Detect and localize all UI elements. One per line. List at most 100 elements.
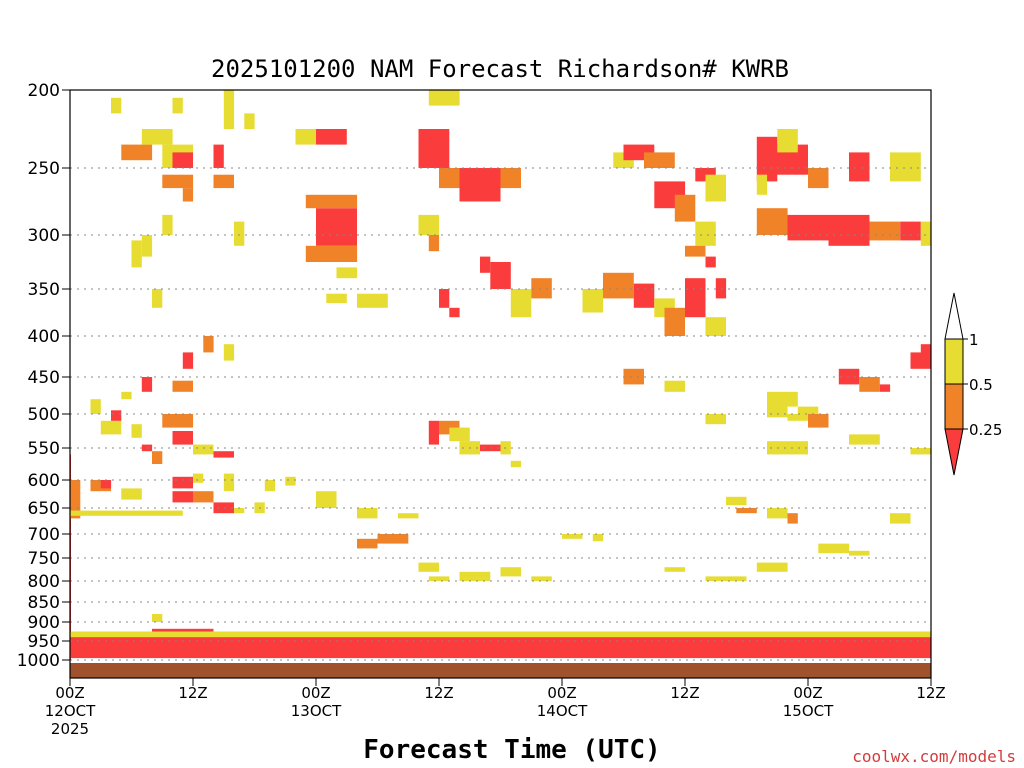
x-tick-label: 14OCT [537,702,588,720]
x-tick-label: 00Z [55,684,84,702]
heatmap-cell [756,208,788,235]
heatmap-cell [879,384,891,392]
heatmap-cell [736,508,757,514]
legend-swatch-0.5-1 [944,338,964,385]
x-tick-label: 12OCT [45,702,96,720]
x-tick-label: 13OCT [291,702,342,720]
y-tick-label: 1000 [17,651,60,671]
heatmap-cell [623,368,644,385]
heatmap-cell [787,414,808,421]
heatmap-cell [213,451,234,458]
heatmap-cell [398,513,419,519]
heatmap-cell [715,278,727,299]
heatmap-cell [264,480,276,492]
heatmap-cell [100,420,122,435]
heatmap-cell [172,476,193,489]
x-tick-label: 12Z [178,684,207,702]
credit-text: coolwx.com/models [852,747,1016,766]
heatmap-cell [685,278,706,318]
heatmap-cell [326,293,347,304]
heatmap-cell [213,144,224,168]
heatmap-cell [182,188,194,202]
heatmap-cell [141,444,153,452]
heatmap-cell [418,129,450,168]
legend-label: 0.25 [969,421,1002,439]
heatmap-cell [172,431,193,445]
y-tick-label: 550 [28,439,60,459]
legend-label: 0.5 [969,376,993,394]
y-tick-label: 200 [28,81,60,101]
heatmap-cell [357,538,378,549]
heatmap-cell [582,289,603,313]
heatmap-cell [234,221,245,246]
heatmap-cell [439,168,460,189]
heatmap-cell [828,214,870,246]
heatmap-cell [172,152,193,168]
heatmap-cell [100,480,112,489]
heatmap-cell [213,174,234,189]
y-tick-label: 950 [28,632,60,652]
heatmap-cell [418,562,439,572]
plot-frame [69,89,932,679]
heatmap-cells [70,90,932,660]
heatmap-cell [295,129,316,145]
heatmap-cell [664,380,685,392]
heatmap-cell [111,410,122,421]
heatmap-cell [439,289,450,308]
y-tick-label: 900 [28,613,60,633]
heatmap-cell [510,460,522,468]
heatmap-cell [562,534,583,539]
heatmap-cell [756,174,768,195]
heatmap-cell [428,90,460,106]
chart-title: 2025101200 NAM Forecast Richardson# KWRB [211,55,789,83]
heatmap-cell [213,502,234,514]
heatmap-cell [172,491,193,503]
legend-swatch-0.25-0.5 [944,383,964,430]
heatmap-cell [633,283,655,308]
heatmap-cell [664,567,685,572]
heatmap-cell [316,491,337,508]
heatmap-cell [121,391,132,400]
heatmap-cell [890,152,921,182]
heatmap-cell [152,614,163,622]
heatmap-cell [223,473,235,492]
heatmap-cell [223,90,235,129]
heatmap-cell [162,174,194,189]
heatmap-cell [70,480,81,519]
y-tick-label: 350 [28,280,60,300]
heatmap-cell [449,427,470,442]
x-tick-label: 2025 [51,720,89,738]
heatmap-cell [664,307,685,336]
heatmap-cell [890,513,911,524]
heatmap-cell [705,414,726,425]
heatmap-cell [797,406,819,414]
heatmap-cell [234,508,245,514]
y-axis: 200 250 300 350 400 450 500 550 600 650 700 750 8008… [17,81,70,671]
heatmap-cell [162,214,173,235]
y-tick-label: 700 [28,525,60,545]
ground-band [70,663,931,678]
heatmap-cell [787,214,829,241]
heatmap-cell [428,235,440,252]
legend-colorbar: 1 0.5 0.25 [944,292,1002,476]
heatmap-cell [500,567,521,577]
heatmap-cell [357,508,378,519]
heatmap-cell [152,451,163,464]
y-tick-label: 650 [28,499,60,519]
x-tick-label: 15OCT [783,702,834,720]
legend-label: 1 [969,331,979,349]
y-tick-label: 450 [28,368,60,388]
heatmap-cell [910,448,931,455]
heatmap-cell [726,496,747,506]
heatmap-cell [767,508,788,519]
heatmap-cell [900,221,921,241]
heatmap-cell [920,221,932,246]
heatmap-cell [644,152,675,168]
heatmap-cell [305,245,358,262]
heatmap-cell [428,576,450,581]
x-axis-title: Forecast Time (UTC) [363,735,660,765]
heatmap-cell [336,267,357,279]
y-tick-label: 800 [28,572,60,592]
heatmap-cell [131,240,142,268]
